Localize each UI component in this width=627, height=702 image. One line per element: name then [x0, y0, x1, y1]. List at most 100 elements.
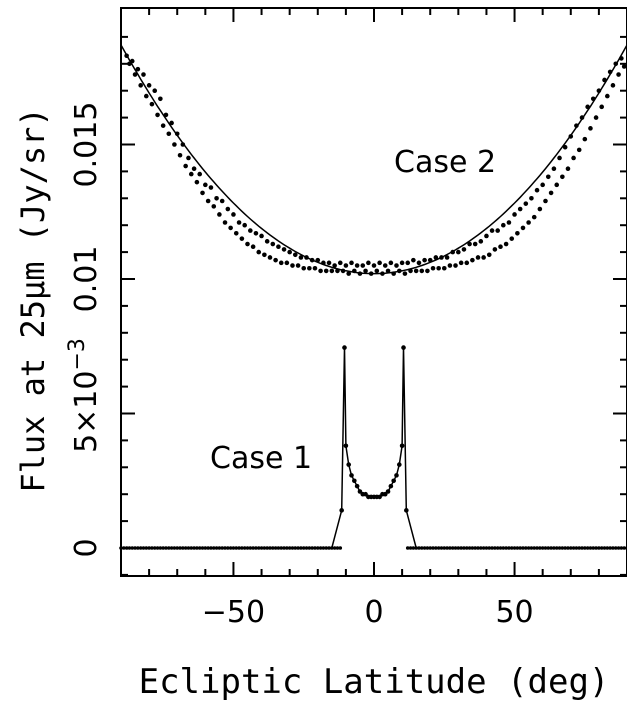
case-1-point — [130, 546, 135, 550]
case-1-point — [158, 546, 163, 550]
case-1-point — [310, 546, 314, 550]
case-1-point — [448, 546, 452, 550]
annotation-case-2: Case 2 — [394, 145, 496, 180]
case-2-point — [222, 220, 228, 225]
case-1-point — [616, 546, 621, 550]
case-1-point — [342, 345, 347, 350]
case-2-point — [548, 190, 554, 196]
case-1-point — [594, 546, 598, 550]
case-2-point — [619, 56, 624, 61]
case-2-point — [366, 260, 371, 266]
case-1-point — [577, 546, 582, 550]
case-2-point — [588, 126, 593, 131]
case-2-point — [520, 225, 526, 231]
case-2-point — [253, 230, 259, 236]
case-1-point — [414, 546, 418, 550]
case-1-point — [546, 546, 551, 550]
case-1-point — [425, 546, 430, 550]
case-2-point — [166, 131, 172, 137]
case-1-point — [141, 546, 146, 550]
case-2-point — [492, 247, 498, 252]
case-1-point — [417, 546, 421, 550]
case-2-point — [360, 263, 366, 268]
case-1-point — [265, 546, 269, 550]
case-2-point — [191, 166, 197, 172]
case-2-point — [337, 260, 343, 266]
case-1-point — [279, 546, 284, 550]
case-2-point — [138, 83, 143, 88]
case-2-point — [495, 228, 500, 233]
case-1-point — [605, 546, 610, 550]
y-tick-label-base: 5×10 — [69, 371, 104, 453]
case-2-point — [526, 220, 531, 225]
case-2-point — [135, 66, 141, 72]
case-1-point — [124, 546, 129, 550]
case-1-point — [271, 546, 275, 550]
case-2-point — [422, 257, 427, 263]
case-2-model-curve — [120, 44, 627, 275]
case-1-point — [504, 546, 508, 550]
case-2-point — [259, 233, 264, 239]
case-1-point — [552, 546, 556, 550]
case-2-point — [501, 222, 506, 228]
case-2-point — [565, 166, 571, 172]
case-2-point — [124, 53, 129, 59]
y-tick-label: 5×10−3 — [65, 338, 104, 453]
case-2-point — [250, 244, 256, 250]
case-1-point — [507, 546, 511, 550]
case-1-point — [242, 546, 247, 550]
case-2-point — [256, 249, 262, 255]
case-2-point — [363, 268, 368, 274]
case-1-point — [256, 546, 261, 550]
case-1-point — [226, 546, 230, 550]
y-tick-label-exponent: −3 — [65, 338, 90, 370]
case-2-point — [517, 206, 523, 212]
case-2-point — [371, 263, 377, 268]
case-2-point — [208, 185, 214, 190]
case-2-point — [447, 263, 453, 268]
case-1-point — [599, 546, 604, 550]
case-2-point — [391, 271, 396, 276]
case-2-point — [385, 268, 391, 274]
case-2-point — [219, 198, 225, 204]
case-1-point — [335, 546, 340, 550]
case-1-point — [431, 546, 435, 550]
case-1-point — [439, 546, 444, 550]
case-2-point — [343, 263, 349, 268]
case-2-point — [335, 268, 340, 274]
model-curves — [120, 44, 627, 549]
case-1-point — [405, 546, 410, 550]
case-2-point — [177, 152, 183, 158]
case-2-point — [281, 247, 287, 252]
case-1-point — [330, 546, 334, 550]
y-tick-label: 0 — [69, 538, 104, 557]
case-2-point — [380, 271, 385, 276]
case-2-point — [307, 265, 312, 271]
case-1-point — [388, 483, 394, 489]
case-1-point — [473, 546, 478, 550]
case-1-point — [214, 546, 219, 550]
case-1-point — [571, 546, 576, 550]
case-2-point — [498, 244, 503, 250]
case-2-point — [543, 198, 548, 204]
case-1-point — [133, 546, 137, 550]
case-1-point — [509, 546, 514, 550]
case-1-point — [290, 546, 295, 550]
case-2-point — [273, 257, 278, 263]
case-1-point — [181, 546, 185, 550]
case-1-point — [512, 546, 517, 550]
case-2-point — [169, 120, 174, 126]
case-1-point — [324, 546, 329, 550]
case-2-point — [318, 268, 323, 274]
case-2-point — [506, 220, 512, 225]
case-2-point — [292, 252, 298, 258]
case-1-point — [332, 546, 337, 550]
case-1-point — [339, 508, 344, 513]
case-2-point — [394, 263, 399, 268]
case-1-point — [296, 546, 300, 550]
case-2-point — [425, 268, 430, 274]
case-1-point — [580, 546, 584, 550]
x-tick-label: 50 — [495, 595, 533, 630]
case-1-point — [352, 478, 357, 484]
case-2-point — [461, 247, 467, 252]
